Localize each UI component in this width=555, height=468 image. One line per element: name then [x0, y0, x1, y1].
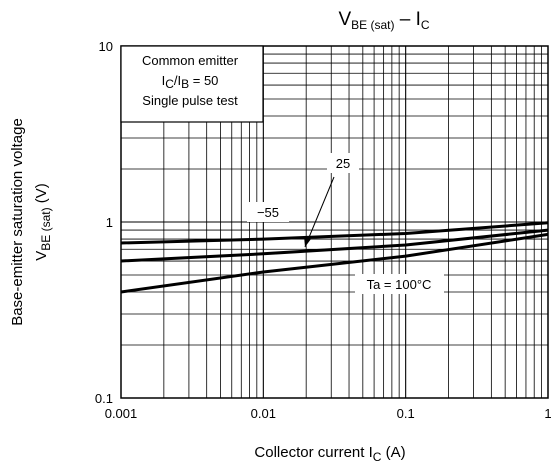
curve-label-100c: Ta = 100°C: [355, 274, 444, 294]
svg-text:−55: −55: [257, 205, 279, 220]
series-line-1: [120, 221, 549, 245]
svg-text:Ta = 100°C: Ta = 100°C: [367, 277, 432, 292]
note-line-2: IC/IB = 50: [162, 73, 219, 91]
y-tick-labels: 0.1 1 10: [95, 39, 113, 406]
plot-frame: [120, 45, 549, 399]
y-axis-label-line-1: Base-emitter saturation voltage: [9, 118, 26, 326]
curve-label-25: 25: [304, 153, 359, 248]
x-tick-labels: 0.001 0.01 0.1 1: [105, 406, 552, 421]
x-tick-label: 0.01: [251, 406, 276, 421]
chart-title: VBE (sat) – IC: [338, 9, 429, 32]
y-tick-label: 10: [99, 39, 113, 54]
series-line-3: [120, 232, 549, 294]
y-tick-label: 0.1: [95, 391, 113, 406]
x-axis-label: Collector current IC (A): [254, 444, 405, 464]
test-condition-note: Common emitter IC/IB = 50 Single pulse t…: [120, 45, 264, 123]
svg-text:25: 25: [336, 156, 350, 171]
x-tick-label: 0.1: [397, 406, 415, 421]
note-line-3: Single pulse test: [142, 93, 238, 108]
data-curves: [120, 221, 549, 294]
curve-label-minus55: −55: [247, 202, 289, 222]
note-line-1: Common emitter: [142, 53, 239, 68]
y-axis-label-line-2: VBE (sat) (V): [33, 183, 53, 261]
x-tick-label: 1: [544, 406, 551, 421]
x-tick-label: 0.001: [105, 406, 138, 421]
y-tick-label: 1: [106, 215, 113, 230]
series-line-2: [120, 228, 549, 263]
